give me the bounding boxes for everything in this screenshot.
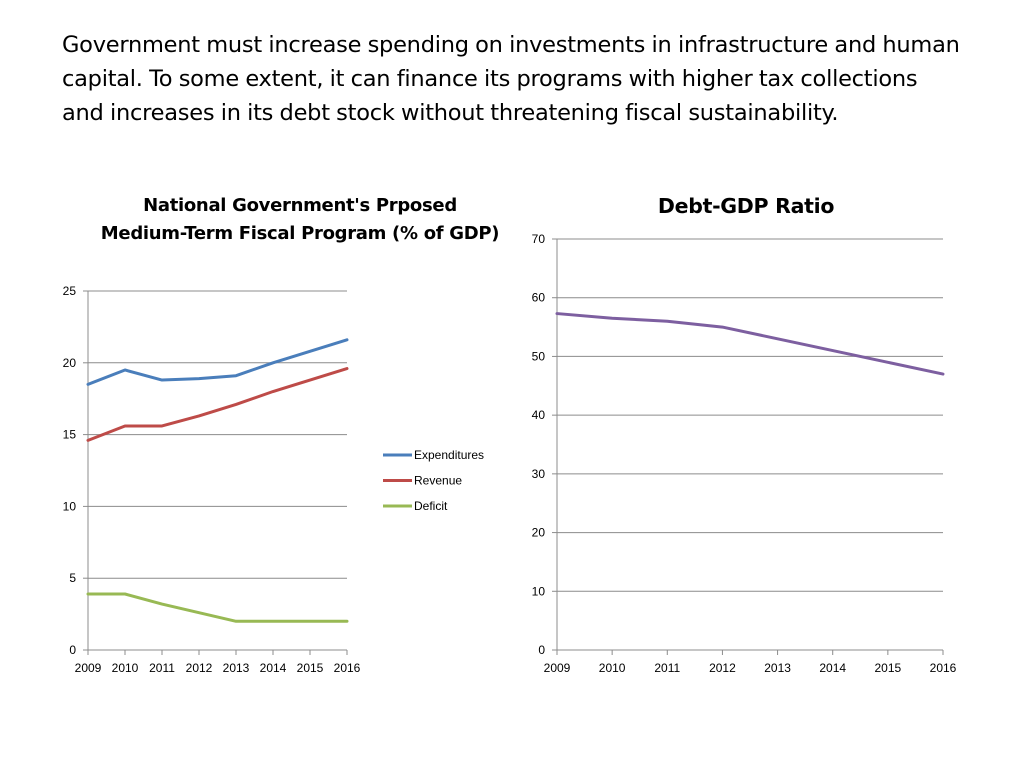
x-tick-label: 2011 [654,661,680,675]
right-chart-title: Debt-GDP Ratio [657,194,835,218]
x-tick-label: 2013 [223,661,250,675]
x-tick-label: 2016 [334,661,361,675]
y-tick-label: 40 [532,408,546,422]
x-tick-label: 2014 [819,661,846,675]
y-tick-label: 0 [538,643,545,657]
x-tick-label: 2010 [112,661,139,675]
chart-legend: Expenditures Revenue Deficit [383,448,484,513]
y-tick-label: 30 [532,467,546,481]
x-tick-label: 2010 [599,661,626,675]
legend-label-revenue: Revenue [414,474,462,488]
legend-label-expenditures: Expenditures [414,448,484,462]
x-tick-label: 2009 [75,661,102,675]
x-tick-label: 2015 [875,661,902,675]
x-tick-label: 2012 [186,661,213,675]
y-tick-label: 10 [63,499,77,513]
left-chart-title: National Government's Prposed Medium-Ter… [100,195,500,244]
x-tick-label: 2012 [709,661,736,675]
x-tick-label: 2016 [930,661,957,675]
y-tick-label: 20 [63,356,77,370]
deficit-line [86,592,349,623]
y-tick-label: 70 [532,232,546,246]
x-tick-label: 2014 [260,661,287,675]
x-tick-label: 2009 [544,661,571,675]
series-line [555,312,945,376]
y-tick-label: 10 [532,584,546,598]
revenue-line [86,367,349,442]
y-tick-label: 50 [532,349,546,363]
y-tick-label: 25 [63,284,77,298]
y-tick-label: 60 [532,291,546,305]
intro-paragraph: Government must increase spending on inv… [62,32,960,126]
x-tick-label: 2013 [764,661,791,675]
expenditures-line [86,338,349,386]
y-tick-label: 20 [532,526,546,540]
y-tick-label: 0 [69,643,76,657]
y-tick-label: 5 [69,571,76,585]
x-tick-label: 2015 [297,661,324,675]
y-tick-label: 15 [63,428,77,442]
x-tick-label: 2011 [149,661,175,675]
legend-label-deficit: Deficit [414,499,448,513]
